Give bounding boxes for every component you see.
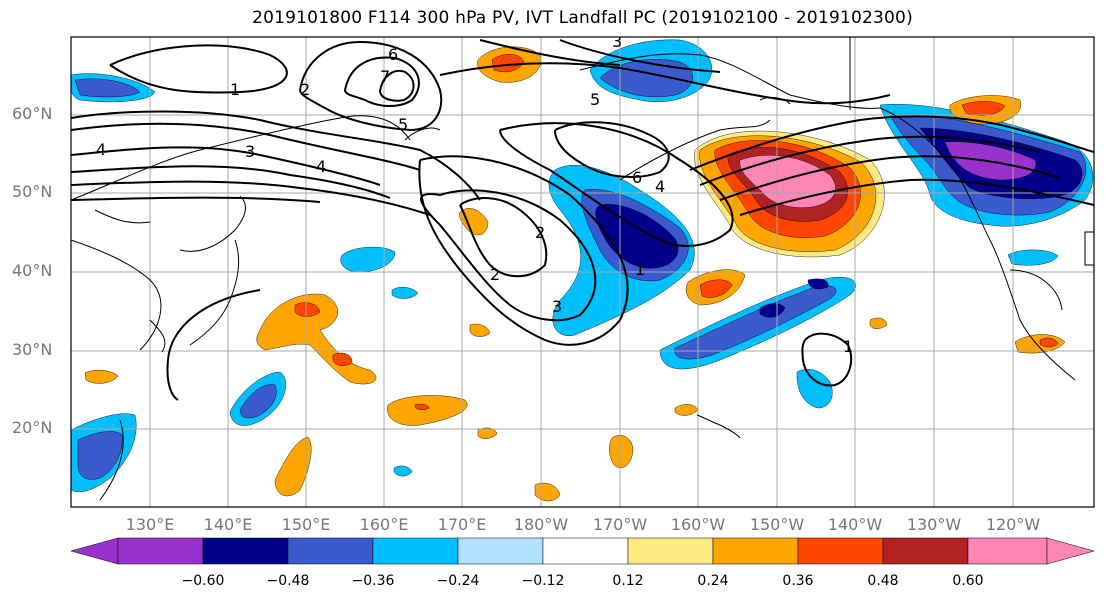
colorbar-tick: −0.36 — [351, 573, 395, 589]
lon-label: 120°W — [985, 515, 1041, 534]
colorbar-tick: −0.24 — [436, 573, 480, 589]
colorbar-tick: 0.24 — [697, 573, 729, 589]
coastlines — [71, 37, 1094, 501]
lon-label: 160°E — [359, 515, 409, 534]
lon-label: 130°W — [906, 515, 962, 534]
colorbar-tick: −0.12 — [521, 573, 565, 589]
colorbar-tick: −0.60 — [181, 573, 225, 589]
lat-label: 60°N — [12, 104, 53, 123]
lon-label: 140°W — [827, 515, 883, 534]
lon-label: 140°E — [203, 515, 253, 534]
lon-label: 150°E — [281, 515, 331, 534]
contour-label: 3 — [612, 32, 622, 51]
contour-label: 4 — [316, 157, 326, 176]
colorbar — [70, 537, 1095, 565]
colorbar-tick: 0.48 — [867, 573, 899, 589]
shading-layer — [71, 39, 1094, 502]
contour-label: 4 — [96, 140, 106, 159]
map-title: 2019101800 F114 300 hPa PV, IVT Landfall… — [252, 8, 913, 28]
colorbar-tick: −0.48 — [266, 573, 310, 589]
contour-label: 6 — [388, 45, 398, 64]
contour-label: 2 — [535, 223, 545, 242]
contour-label: 2 — [490, 265, 500, 284]
contour-label: 3 — [552, 297, 562, 316]
lon-label: 130°E — [125, 515, 175, 534]
contour-label: 1 — [843, 337, 853, 356]
contour-label: 4 — [655, 177, 665, 196]
colorbar-tick: 0.60 — [952, 573, 984, 589]
contour-label: 1 — [230, 80, 240, 99]
contour-label: 2 — [300, 80, 310, 99]
map-frame — [70, 36, 1095, 508]
lon-label: 180°W — [513, 515, 569, 534]
lat-label: 20°N — [12, 418, 53, 437]
lat-label: 40°N — [12, 261, 53, 280]
colorbar-tick: 0.36 — [782, 573, 814, 589]
contour-label: 7 — [380, 67, 390, 86]
lon-label: 170°W — [592, 515, 648, 534]
lon-label: 150°W — [749, 515, 805, 534]
contour-label: 6 — [632, 168, 642, 187]
pv-contours — [71, 39, 1094, 401]
colorbar-extend-right — [1046, 537, 1095, 565]
contour-label: 3 — [245, 142, 255, 161]
contour-labels: 1 2 3 4 4 5 6 6 7 4 2 2 3 1 1 3 5 — [96, 32, 853, 356]
lon-label: 160°W — [670, 515, 726, 534]
contour-label: 1 — [635, 260, 645, 279]
lon-label: 170°E — [437, 515, 487, 534]
contour-label: 5 — [590, 90, 600, 109]
colorbar-tick: 0.12 — [612, 573, 644, 589]
lat-label: 50°N — [12, 182, 53, 201]
lat-label: 30°N — [12, 340, 53, 359]
contour-label: 5 — [398, 115, 408, 134]
colorbar-extend-left — [70, 537, 119, 565]
